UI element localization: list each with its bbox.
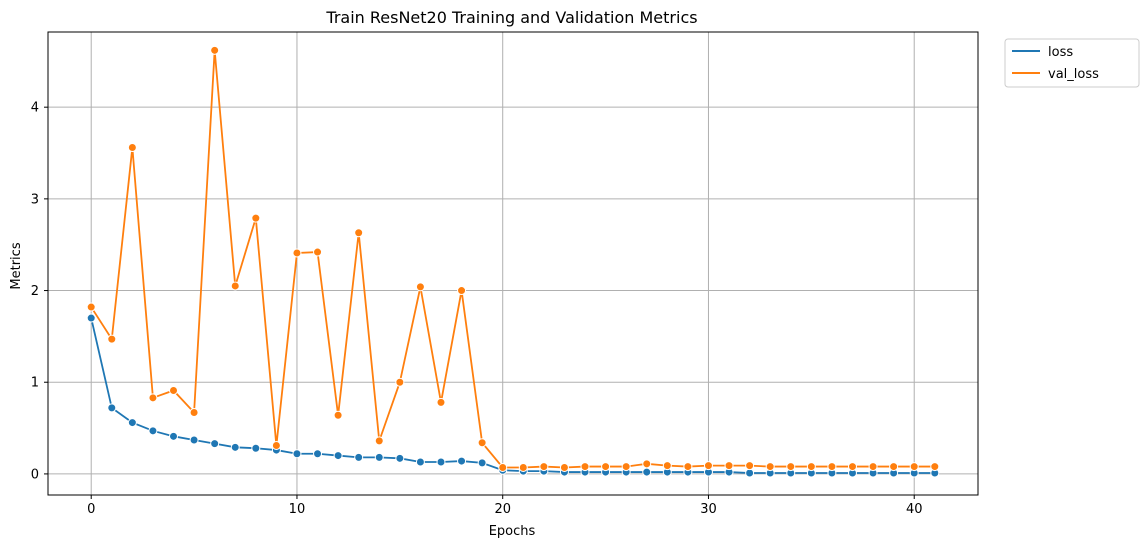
data-point — [230, 442, 240, 452]
y-axis-label: Metrics — [9, 242, 24, 289]
data-point — [107, 403, 117, 413]
series-group — [86, 45, 940, 478]
data-point — [436, 397, 446, 407]
data-point — [642, 459, 652, 469]
data-point — [148, 426, 158, 436]
x-tick-label: 20 — [494, 502, 511, 517]
data-point — [745, 468, 755, 478]
data-point — [230, 281, 240, 291]
data-point — [477, 438, 487, 448]
data-point — [642, 467, 652, 477]
data-point — [251, 213, 261, 223]
legend-label-loss: loss — [1048, 45, 1073, 60]
series-val-loss — [86, 45, 940, 472]
series-loss — [86, 313, 940, 478]
data-point — [169, 385, 179, 395]
data-point — [662, 461, 672, 471]
data-point — [806, 462, 816, 472]
data-point — [868, 462, 878, 472]
data-point — [127, 143, 137, 153]
data-point — [251, 443, 261, 453]
data-point — [518, 462, 528, 472]
data-point — [703, 461, 713, 471]
data-point — [374, 436, 384, 446]
data-point — [765, 462, 775, 472]
x-tick-label: 10 — [289, 502, 306, 517]
data-point — [930, 462, 940, 472]
data-point — [745, 461, 755, 471]
data-point — [415, 457, 425, 467]
x-tick-label: 40 — [906, 502, 923, 517]
data-point — [271, 440, 281, 450]
data-point — [786, 462, 796, 472]
data-point — [909, 462, 919, 472]
data-point — [457, 286, 467, 296]
y-tick-label: 3 — [31, 192, 39, 207]
data-point — [539, 462, 549, 472]
y-tick-label: 2 — [31, 284, 39, 299]
data-point — [333, 451, 343, 461]
data-point — [559, 462, 569, 472]
y-tick-label: 0 — [31, 467, 39, 482]
data-point — [127, 418, 137, 428]
x-tick-label: 0 — [87, 502, 95, 517]
data-point — [169, 431, 179, 441]
data-point — [210, 439, 220, 449]
data-point — [354, 228, 364, 238]
data-point — [292, 449, 302, 459]
legend-label-val-loss: val_loss — [1048, 67, 1099, 82]
data-point — [189, 435, 199, 445]
data-point — [313, 449, 323, 459]
y-tick-label: 1 — [31, 376, 39, 391]
data-point — [292, 248, 302, 258]
data-point — [333, 410, 343, 420]
data-point — [189, 407, 199, 417]
data-point — [395, 453, 405, 463]
data-point — [148, 393, 158, 403]
data-point — [354, 452, 364, 462]
data-point — [724, 461, 734, 471]
data-point — [601, 462, 611, 472]
legend: loss val_loss — [1004, 38, 1140, 88]
x-axis: 0 10 20 30 40 — [87, 495, 922, 517]
data-point — [580, 462, 590, 472]
y-axis: 0 1 2 3 4 — [31, 101, 48, 482]
data-point — [210, 45, 220, 55]
x-axis-label: Epochs — [489, 524, 536, 539]
data-point — [683, 462, 693, 472]
data-point — [415, 282, 425, 292]
data-point — [498, 462, 508, 472]
chart-title: Train ResNet20 Training and Validation M… — [325, 8, 697, 27]
data-point — [374, 452, 384, 462]
grid — [48, 32, 978, 495]
data-point — [107, 334, 117, 344]
plot-area — [47, 31, 979, 496]
data-point — [436, 457, 446, 467]
y-tick-label: 4 — [31, 101, 39, 116]
data-point — [827, 462, 837, 472]
data-point — [889, 462, 899, 472]
data-point — [86, 302, 96, 312]
data-point — [457, 456, 467, 466]
data-point — [395, 377, 405, 387]
x-tick-label: 30 — [700, 502, 717, 517]
data-point — [86, 313, 96, 323]
data-point — [621, 462, 631, 472]
data-point — [847, 462, 857, 472]
data-point — [313, 247, 323, 257]
data-point — [477, 458, 487, 468]
